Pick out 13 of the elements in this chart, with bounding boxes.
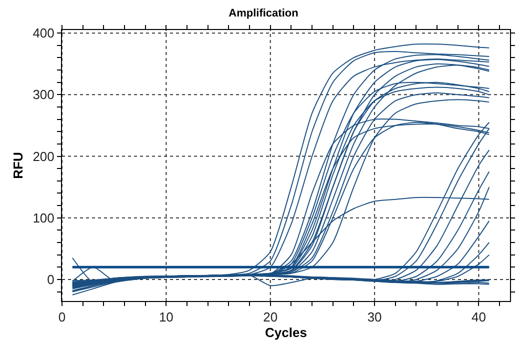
x-axis-title: Cycles (265, 325, 307, 340)
x-tick-label: 40 (472, 310, 486, 325)
y-tick-label: 0 (47, 272, 54, 287)
chart-title: Amplification (228, 7, 299, 20)
x-tick-label: 10 (158, 310, 174, 325)
y-tick-label: 300 (32, 87, 54, 102)
y-axis-title: RFU (10, 152, 26, 179)
x-tick-label: 30 (367, 310, 382, 325)
x-tick-label: 20 (263, 310, 278, 325)
y-tick-label: 100 (32, 210, 54, 226)
y-tick-label: 200 (32, 148, 54, 164)
x-tick-label: 0 (58, 310, 66, 325)
y-tick-label: 400 (32, 26, 54, 41)
